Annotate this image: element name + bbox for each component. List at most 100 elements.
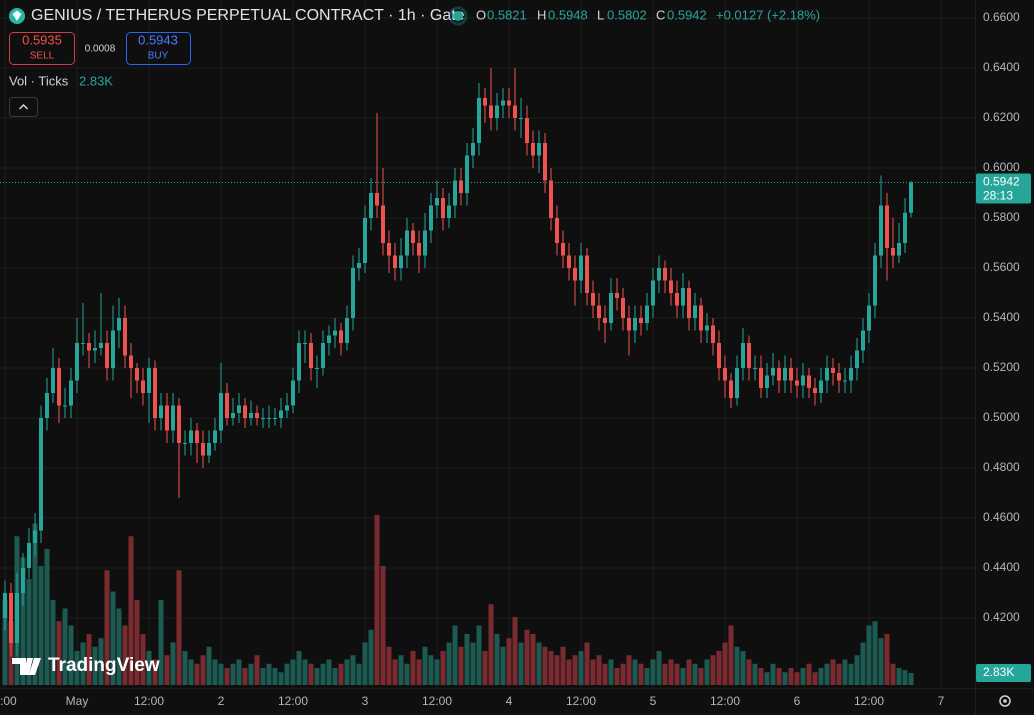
ohlc-h-value: 0.5948 — [548, 7, 588, 22]
volume-bar — [314, 668, 320, 685]
candle-body — [735, 368, 739, 398]
volume-bar — [590, 659, 596, 685]
volume-bar — [866, 625, 872, 685]
candle-body — [459, 180, 463, 193]
candle-body — [93, 348, 97, 351]
settings-icon[interactable] — [1003, 699, 1007, 703]
buy-price[interactable]: 0.5943 — [138, 32, 178, 47]
volume-bar — [272, 668, 278, 685]
brand-logo — [12, 658, 41, 675]
candle-body — [105, 343, 109, 368]
volume-bar — [698, 668, 704, 685]
candle-body — [375, 193, 379, 206]
ohlc-h-label: H — [537, 7, 546, 22]
candle-body — [903, 212, 907, 243]
candle-body — [45, 393, 49, 418]
candle-body — [789, 368, 793, 381]
volume-bar — [188, 659, 194, 685]
volume-bar — [752, 663, 758, 685]
candle-body — [741, 343, 745, 368]
ohlc-o-label: O — [476, 7, 486, 22]
volume-bar — [236, 659, 242, 685]
volume-bar — [872, 621, 878, 685]
candle-body — [339, 330, 343, 343]
volume-bar — [86, 634, 92, 685]
volume-bar — [224, 668, 230, 685]
candle-body — [495, 105, 499, 118]
candle-body — [39, 418, 43, 531]
x-tick-label: 12:00 — [422, 694, 452, 708]
volume-bar — [890, 663, 896, 685]
candle-body — [897, 243, 901, 256]
volume-bar — [38, 566, 44, 685]
y-tick-label: 0.4200 — [983, 610, 1020, 624]
collapse-button[interactable] — [9, 97, 38, 117]
candle-body — [657, 268, 661, 281]
volume-bar — [374, 515, 380, 685]
candle-body — [33, 530, 37, 543]
candle-body — [633, 318, 637, 331]
volume-bar — [308, 663, 314, 685]
candle-body — [855, 350, 859, 368]
candle-body — [141, 380, 145, 393]
ohlc-o-value: 0.5821 — [487, 7, 527, 22]
volume-bar — [728, 625, 734, 685]
volume-bar — [500, 646, 506, 685]
volume-bar — [290, 659, 296, 685]
candle-body — [255, 413, 259, 418]
sell-button[interactable] — [9, 32, 75, 65]
volume-bar — [788, 668, 794, 685]
volume-bar — [632, 659, 638, 685]
volume-bar — [620, 663, 626, 685]
candle-body — [603, 318, 607, 323]
volume-bar — [602, 663, 608, 685]
x-tick-label: May — [66, 694, 89, 708]
sell-label[interactable]: SELL — [30, 51, 55, 62]
collapse-icon[interactable] — [18, 103, 29, 110]
candle-body — [639, 318, 643, 323]
candle-body — [51, 368, 55, 393]
x-tick-label: 2 — [218, 694, 225, 708]
candle-body — [351, 268, 355, 318]
volume-bar — [812, 672, 818, 685]
volume-bar — [56, 621, 62, 685]
sell-price[interactable]: 0.5935 — [22, 32, 62, 47]
volume-bar — [434, 659, 440, 685]
volume-bar — [572, 655, 578, 685]
candle-body — [819, 380, 823, 393]
volume-bar — [800, 668, 806, 685]
volume-bar — [560, 646, 566, 685]
candle-body — [291, 380, 295, 406]
buy-button[interactable] — [126, 32, 191, 65]
volume-bar — [494, 634, 500, 685]
settings-button[interactable] — [999, 695, 1011, 707]
volume-bar — [578, 651, 584, 685]
buy-label[interactable]: BUY — [148, 51, 169, 62]
candle-body — [615, 293, 619, 298]
y-tick-label: 0.6400 — [983, 60, 1020, 74]
y-tick-label: 0.4800 — [983, 460, 1020, 474]
volume-bar — [896, 668, 902, 685]
ohlc-c-label: C — [656, 7, 665, 22]
y-tick-label: 0.5200 — [983, 360, 1020, 374]
candle-body — [21, 568, 25, 593]
x-tick-label: 5 — [650, 694, 657, 708]
candle-body — [435, 198, 439, 206]
candle-body — [129, 355, 133, 368]
volume-bar — [902, 670, 908, 685]
brand-name: TradingView — [48, 655, 160, 676]
volume-bar — [680, 668, 686, 685]
candle-body — [483, 98, 487, 106]
candle-body — [681, 288, 685, 306]
candle-body — [159, 405, 163, 418]
candle-body — [801, 375, 805, 386]
candle-body — [621, 298, 625, 318]
candle-body — [267, 418, 271, 419]
candle-body — [627, 318, 631, 331]
spread: 0.0008 — [85, 44, 116, 55]
volume-legend-value: 2.83K — [79, 73, 113, 88]
candle-body — [99, 343, 103, 348]
y-tick-label: 0.5000 — [983, 410, 1020, 424]
